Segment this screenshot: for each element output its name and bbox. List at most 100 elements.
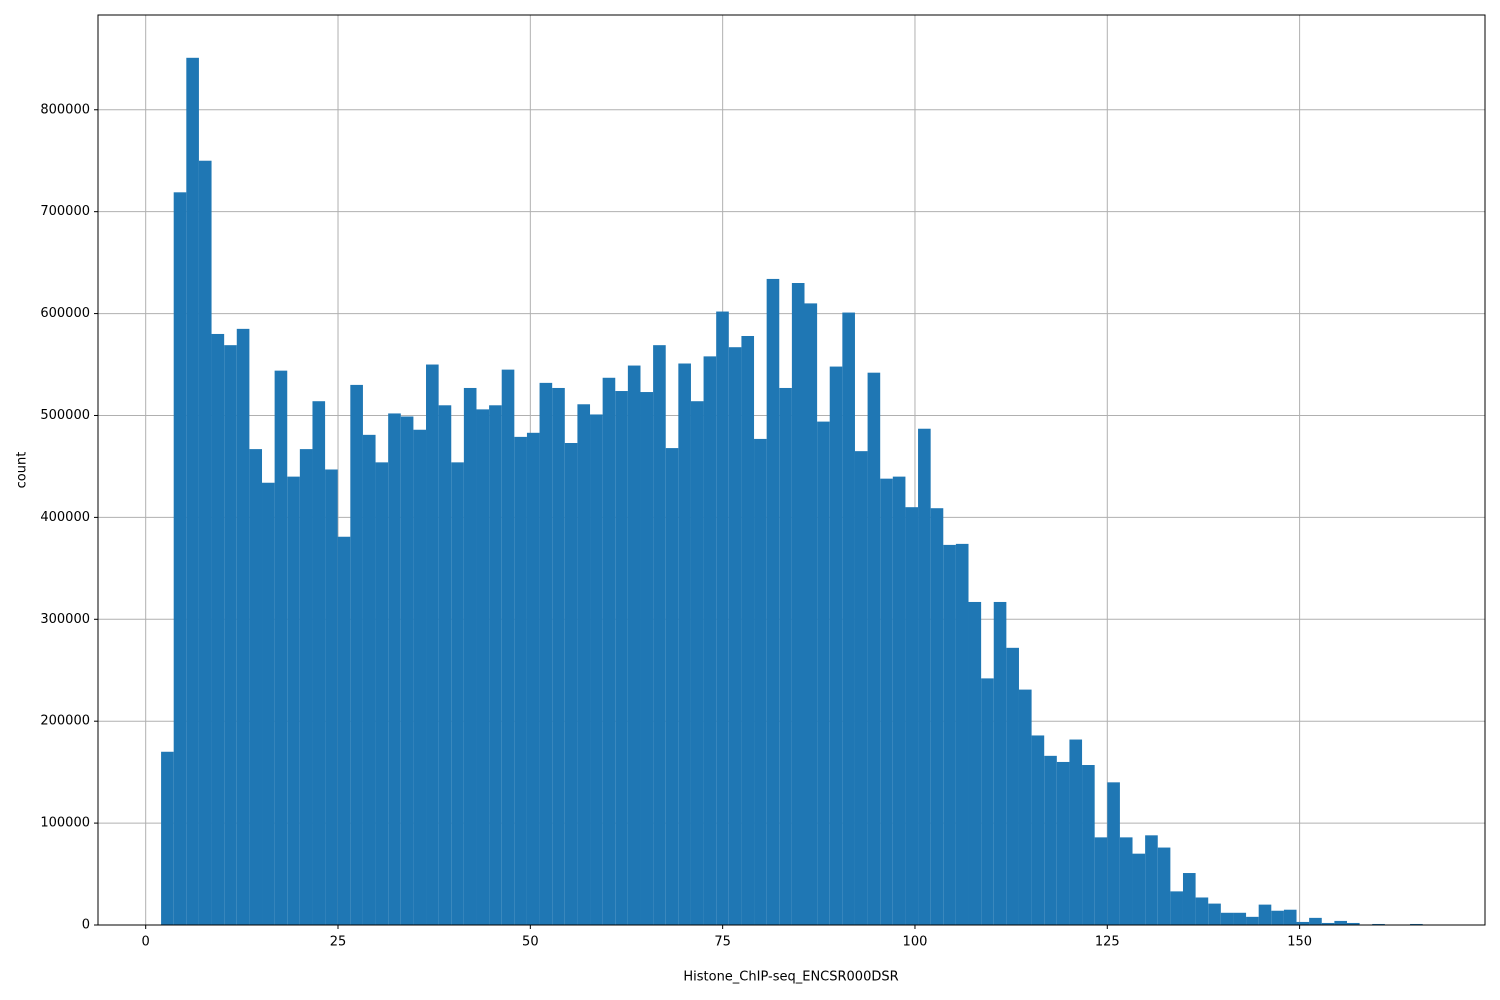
bar — [602, 377, 616, 925]
y-tick-label: 200000 — [40, 714, 90, 729]
y-tick-label: 600000 — [40, 306, 90, 321]
x-tick-label: 50 — [522, 935, 539, 950]
bar — [337, 536, 351, 925]
bar — [1119, 837, 1133, 925]
bar — [804, 303, 818, 925]
bar — [867, 372, 881, 925]
bar — [817, 421, 830, 925]
bar — [1372, 923, 1385, 925]
bar — [1246, 916, 1259, 925]
x-tick-label: 0 — [142, 935, 150, 950]
bar — [627, 365, 641, 925]
y-tick-label: 800000 — [40, 102, 90, 117]
bar — [312, 401, 326, 926]
bar — [791, 283, 805, 925]
bar — [955, 543, 969, 925]
bar — [1410, 923, 1423, 925]
bar — [325, 469, 338, 925]
x-tick-label: 125 — [1095, 935, 1120, 950]
bar — [930, 508, 944, 925]
bar — [905, 507, 919, 925]
bar — [1309, 917, 1322, 925]
bar — [880, 478, 893, 925]
bar — [1006, 647, 1019, 925]
x-tick-label: 25 — [330, 935, 347, 950]
bar — [438, 405, 452, 926]
y-tick-label: 500000 — [40, 408, 90, 423]
bar — [754, 438, 767, 925]
bar — [1321, 922, 1335, 925]
bar — [943, 544, 956, 925]
bar — [1334, 920, 1347, 925]
bar — [249, 449, 263, 925]
bar — [514, 436, 527, 925]
bar — [413, 429, 427, 925]
bar — [299, 449, 313, 925]
bar — [829, 366, 843, 925]
bar — [1082, 765, 1095, 925]
bar — [451, 462, 464, 925]
bar — [690, 401, 704, 926]
bar — [489, 405, 502, 926]
bar — [968, 601, 982, 925]
bar — [665, 448, 679, 925]
bar — [375, 462, 389, 925]
y-tick-label: 300000 — [40, 612, 90, 627]
bar — [577, 404, 591, 926]
bar — [211, 333, 225, 925]
bar — [1094, 837, 1108, 925]
bar — [1031, 735, 1045, 925]
bar — [678, 363, 691, 926]
bar — [426, 364, 439, 925]
bar — [262, 482, 275, 925]
bar — [1283, 909, 1297, 925]
bar — [287, 476, 300, 925]
bar — [1296, 921, 1310, 925]
y-tick-label: 400000 — [40, 510, 90, 525]
bar — [501, 369, 515, 925]
bar — [198, 160, 212, 925]
bar — [981, 678, 994, 925]
bar — [1220, 912, 1234, 925]
bar — [161, 751, 174, 925]
bar — [1132, 853, 1146, 925]
bar — [993, 601, 1007, 925]
bar — [842, 312, 855, 925]
bar — [1056, 761, 1070, 925]
bar — [1346, 922, 1360, 925]
y-tick-label: 0 — [82, 918, 90, 933]
bar — [892, 476, 906, 925]
bar — [1145, 835, 1158, 925]
bar — [350, 384, 363, 925]
bar — [526, 432, 540, 925]
bar — [854, 451, 868, 925]
x-tick-label: 75 — [714, 935, 731, 950]
bar — [766, 278, 780, 926]
bar — [1157, 847, 1171, 925]
bar — [388, 413, 401, 925]
bar — [1271, 910, 1284, 925]
y-tick-label: 100000 — [40, 816, 90, 831]
bar — [615, 391, 628, 925]
bar — [653, 345, 666, 925]
bar — [590, 414, 603, 925]
bar — [779, 387, 792, 925]
bar — [728, 347, 742, 925]
bar — [1208, 903, 1221, 925]
x-tick-label: 150 — [1287, 935, 1312, 950]
bar — [463, 387, 477, 925]
bar — [1069, 739, 1083, 925]
bar — [224, 345, 237, 925]
bar — [741, 335, 755, 925]
plot-frame — [97, 14, 1486, 926]
bar — [1170, 891, 1183, 925]
bar — [236, 328, 250, 925]
bar — [1182, 873, 1196, 925]
x-axis-label: Histone_ChIP-seq_ENCSR000DSR — [683, 970, 898, 985]
y-tick-label: 700000 — [40, 204, 90, 219]
y-axis-label: count — [15, 452, 30, 489]
bar — [640, 392, 654, 925]
bar — [1233, 912, 1247, 925]
